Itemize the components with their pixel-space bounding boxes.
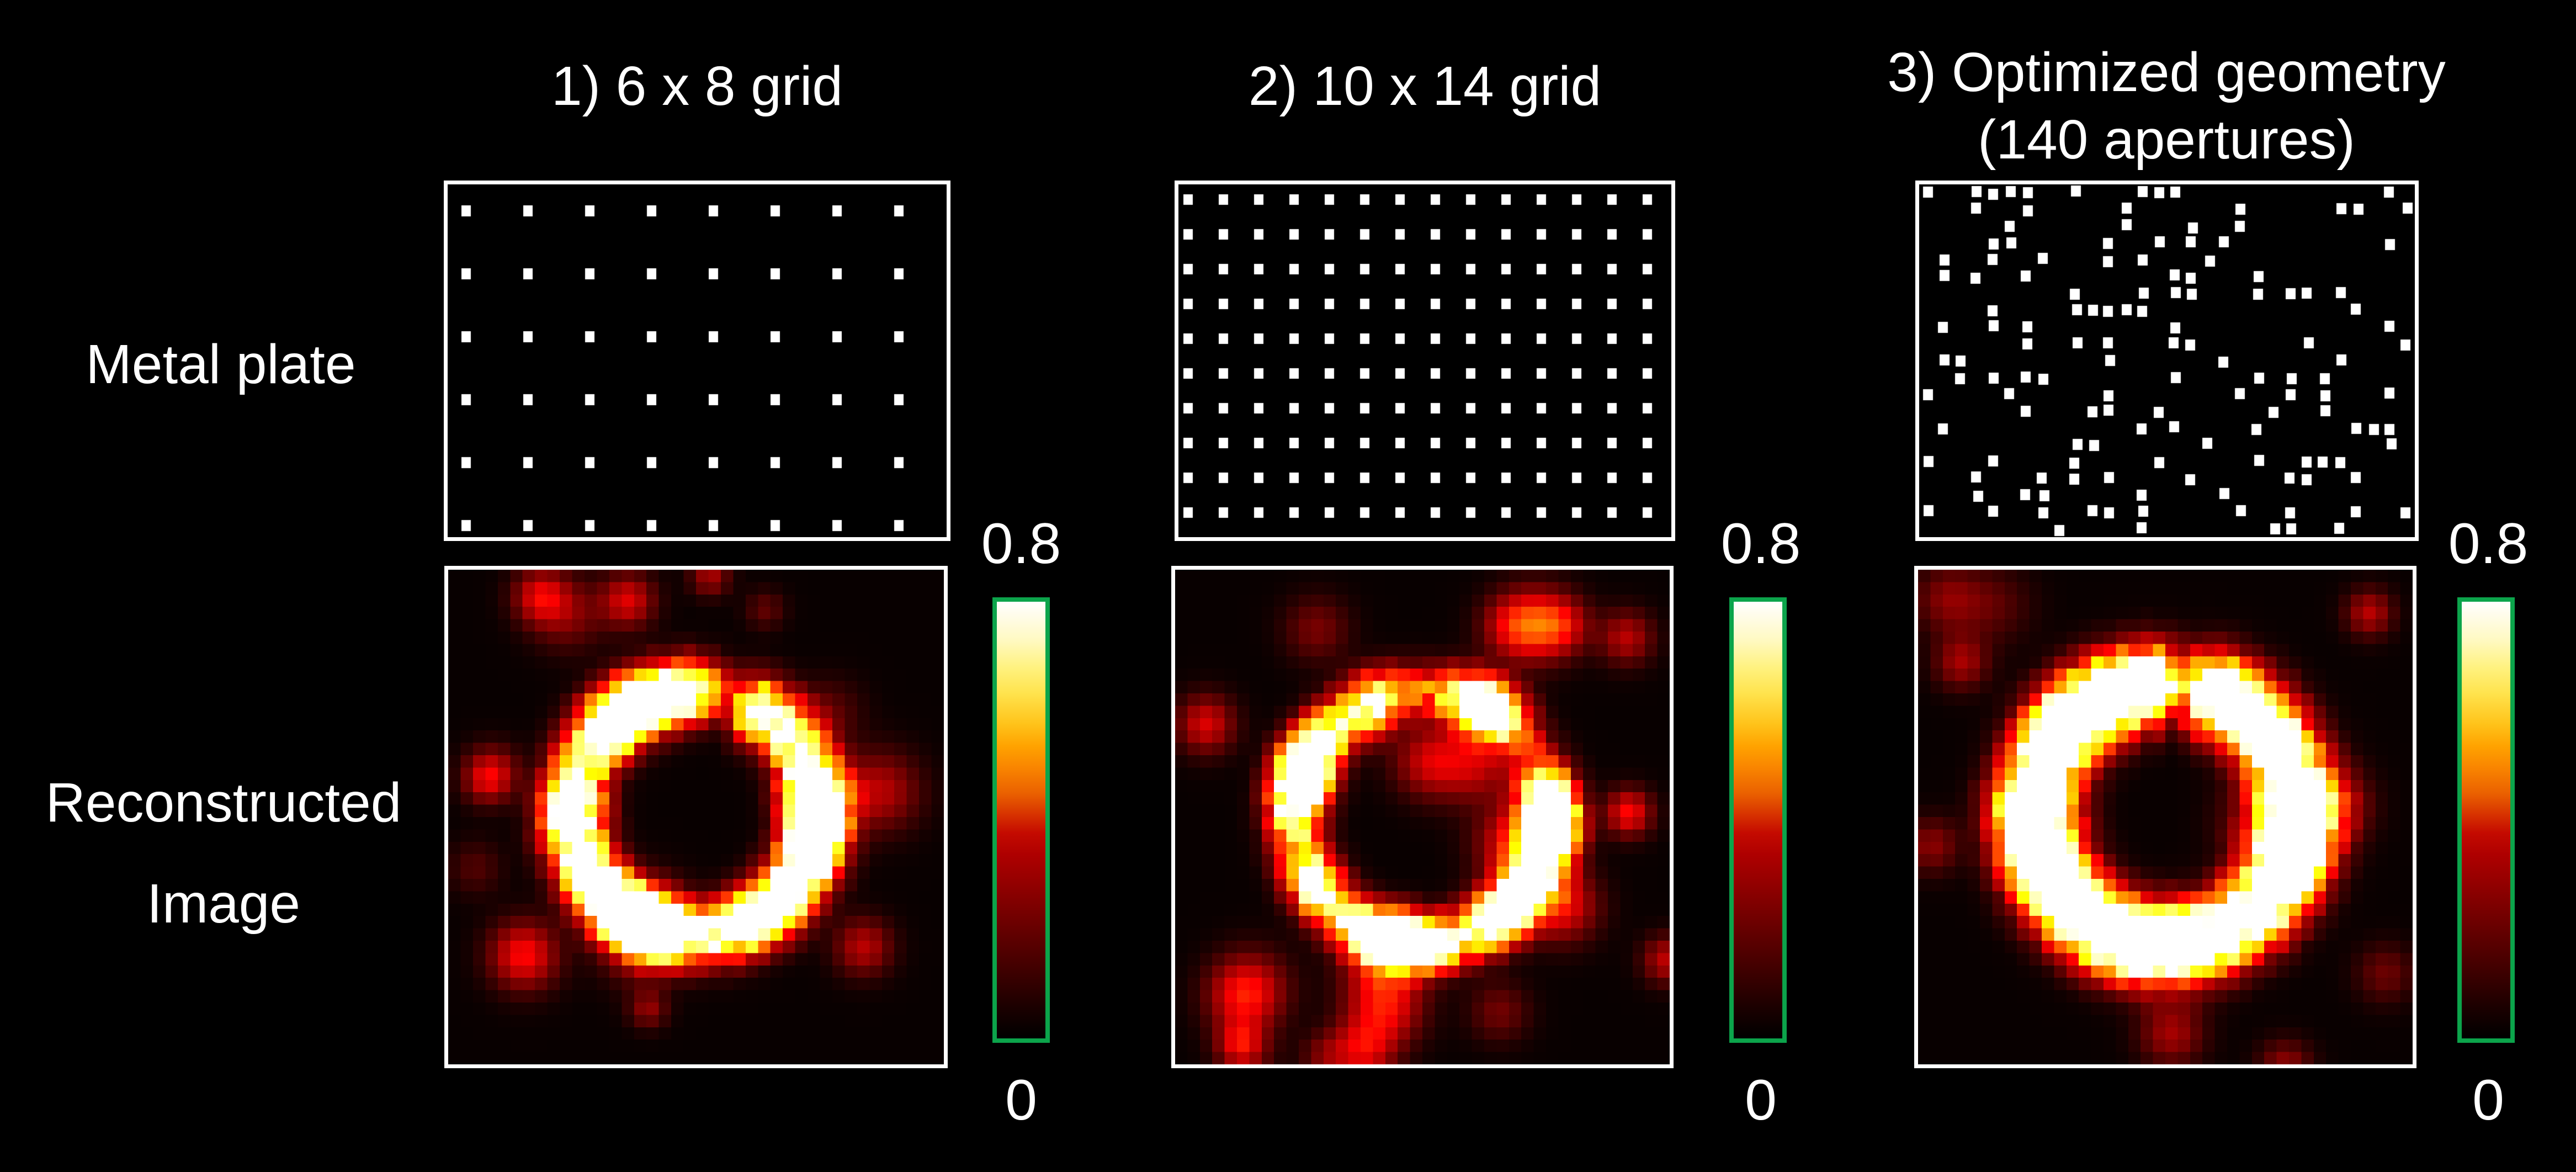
colorbar-1-min-label: 0	[1005, 1068, 1037, 1132]
colorbar-3	[2457, 597, 2515, 1043]
metal-plate-canvas-1	[448, 184, 947, 537]
reconstructed-image-1	[444, 566, 948, 1068]
reconstructed-image-canvas-1	[448, 570, 944, 1064]
row-label-reconstructed-line1: Reconstructed	[45, 772, 402, 834]
colorbar-3-max-label: 0.8	[2448, 512, 2529, 576]
metal-plate-2	[1175, 181, 1675, 541]
reconstructed-image-3	[1914, 566, 2416, 1068]
metal-plate-1	[444, 181, 950, 541]
colorbar-3-min-label: 0	[2472, 1068, 2504, 1132]
row-label-reconstructed-line2: Image	[147, 873, 300, 935]
colorbar-1	[992, 597, 1050, 1043]
metal-plate-canvas-2	[1178, 184, 1671, 537]
colorbar-2-max-label: 0.8	[1720, 512, 1801, 576]
column-title-2: 2) 10 x 14 grid	[1175, 52, 1675, 120]
column-title-2-line1: 2) 10 x 14 grid	[1248, 55, 1602, 117]
row-label-metal-plate: Metal plate	[86, 333, 356, 395]
column-title-3: 3) Optimized geometry (140 apertures)	[1855, 39, 2478, 173]
reconstructed-image-2	[1171, 566, 1674, 1068]
column-title-1-line1: 1) 6 x 8 grid	[551, 55, 843, 117]
column-title-3-line1: 3) Optimized geometry	[1887, 41, 2446, 103]
colorbar-2	[1729, 597, 1787, 1043]
metal-plate-3	[1915, 181, 2419, 541]
column-title-1: 1) 6 x 8 grid	[444, 52, 950, 120]
reconstructed-image-canvas-3	[1918, 570, 2413, 1064]
reconstructed-image-canvas-2	[1175, 570, 1670, 1064]
row-label-reconstructed-image: Reconstructed Image	[0, 752, 447, 954]
column-title-3-line2: (140 apertures)	[1978, 109, 2355, 171]
metal-plate-canvas-3	[1919, 184, 2415, 537]
colorbar-1-max-label: 0.8	[981, 512, 1061, 576]
colorbar-2-min-label: 0	[1745, 1068, 1777, 1132]
